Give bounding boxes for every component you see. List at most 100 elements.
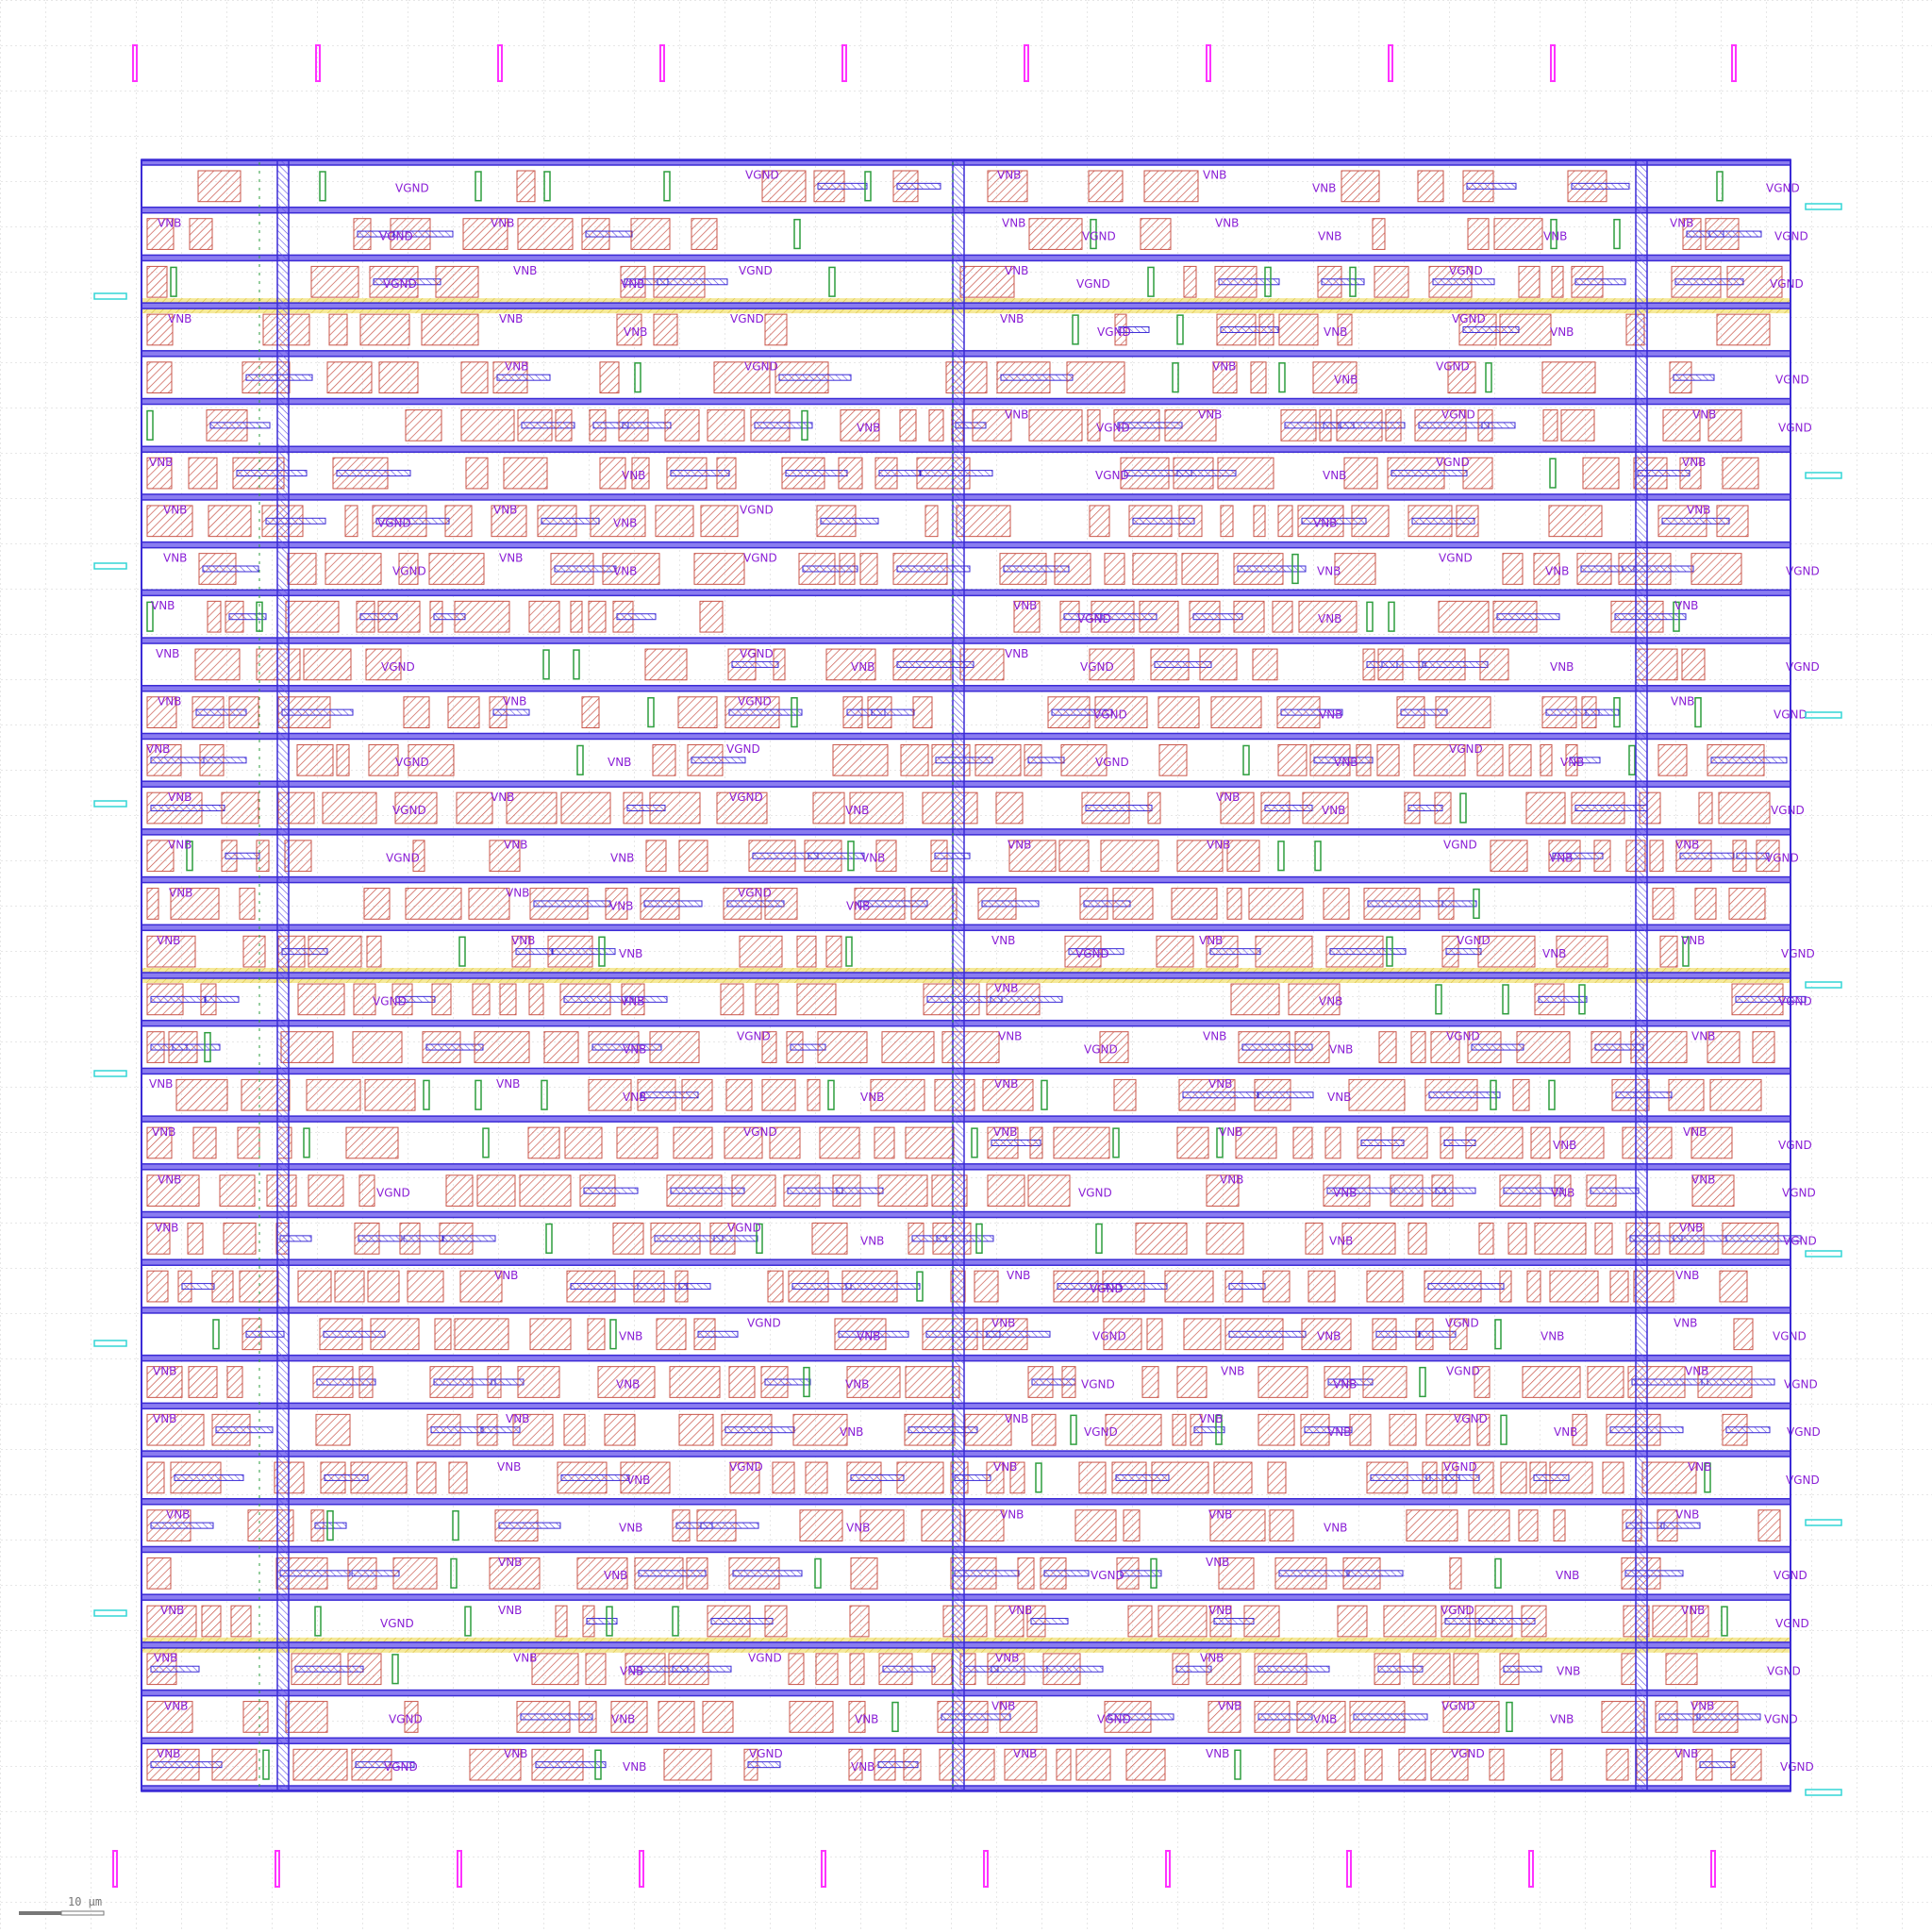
std-cell <box>175 1078 228 1111</box>
right-pin <box>1805 472 1842 479</box>
vnb-label: VNB <box>1691 1174 1715 1187</box>
std-cell <box>1652 888 1674 920</box>
std-cell <box>663 1748 712 1781</box>
std-cell <box>1372 218 1386 250</box>
std-cell <box>1008 840 1057 873</box>
vgnd-label: VGND <box>1451 1747 1485 1760</box>
std-cell <box>1473 1461 1494 1494</box>
well-tap <box>663 171 671 202</box>
vnb-label: VNB <box>1007 1269 1030 1282</box>
well-tap <box>391 1654 399 1685</box>
vnb-label: VNB <box>151 599 175 612</box>
well-tap <box>847 841 855 872</box>
std-cell <box>840 409 880 441</box>
metal-route <box>936 1235 994 1242</box>
std-cell <box>460 409 515 441</box>
std-cell <box>602 553 660 585</box>
std-cell <box>146 1366 183 1398</box>
vnb-label: VNB <box>1317 1330 1341 1343</box>
std-cell <box>964 1413 1012 1446</box>
std-cell <box>352 1031 403 1063</box>
well-tap <box>803 1366 810 1398</box>
vnb-label: VNB <box>840 1425 863 1439</box>
vgnd-label: VGND <box>1443 839 1477 852</box>
std-cell <box>528 983 544 1016</box>
vnb-label: VNB <box>1198 408 1222 421</box>
std-cell <box>931 1653 953 1686</box>
std-cell <box>192 1126 217 1159</box>
std-cell <box>1518 1509 1539 1541</box>
std-cell <box>849 1653 865 1686</box>
top-pin <box>1206 44 1211 82</box>
std-cell <box>146 1174 200 1208</box>
horizontal-rail <box>141 397 1791 406</box>
vgnd-label: VGND <box>1096 421 1130 434</box>
metal-route <box>204 995 240 1003</box>
vgnd-label: VGND <box>1780 1760 1814 1774</box>
std-cell <box>1449 1557 1462 1590</box>
std-cell <box>1257 1366 1308 1398</box>
horizontal-rail <box>141 1019 1791 1027</box>
std-cell <box>527 1126 560 1159</box>
metal-route <box>215 1426 274 1434</box>
std-cell <box>516 170 536 203</box>
std-cell <box>1060 743 1108 776</box>
vnb-label: VNB <box>155 1221 178 1234</box>
std-cell <box>1302 791 1349 824</box>
std-cell <box>1183 1318 1222 1351</box>
vnb-label: VNB <box>498 1604 522 1617</box>
std-cell <box>1662 409 1701 441</box>
std-cell <box>1722 457 1759 490</box>
vnb-label: VNB <box>995 1652 1019 1665</box>
std-cell <box>1164 409 1217 441</box>
std-cell <box>1362 1366 1407 1398</box>
vnb-label: VNB <box>604 1569 627 1582</box>
well-tap <box>1150 1557 1158 1589</box>
vnb-label: VNB <box>857 1330 880 1343</box>
well-tap <box>756 1223 763 1254</box>
vnb-label: VNB <box>1327 1425 1351 1439</box>
std-cell <box>1462 457 1493 490</box>
vnb-label: VNB <box>168 839 192 852</box>
std-cell <box>219 1174 256 1208</box>
vnb-label: VNB <box>499 312 523 325</box>
std-cell <box>1572 1413 1588 1446</box>
metal-route <box>355 1761 415 1769</box>
well-tap <box>1264 266 1272 297</box>
top-pin <box>315 44 321 82</box>
std-cell <box>146 1413 205 1446</box>
std-cell <box>1199 648 1238 681</box>
std-cell <box>146 1701 193 1733</box>
well-tap <box>634 362 641 393</box>
std-cell <box>1559 1126 1605 1159</box>
metal-route <box>1432 278 1495 286</box>
well-tap <box>891 1701 899 1733</box>
std-cell <box>1665 1653 1698 1686</box>
std-cell <box>1499 1270 1512 1303</box>
well-tap <box>1035 1462 1042 1493</box>
horizontal-rail <box>141 1354 1791 1362</box>
metal-route <box>1367 900 1443 908</box>
vertical-strap <box>1635 159 1648 1791</box>
vnb-label: VNB <box>998 1029 1022 1042</box>
std-cell <box>1652 1605 1688 1638</box>
std-cell <box>1549 1461 1593 1494</box>
std-cell <box>1301 1318 1352 1351</box>
std-cell <box>146 840 175 873</box>
vnb-label: VNB <box>1005 1412 1028 1425</box>
std-cell <box>1378 1031 1397 1063</box>
std-cell <box>616 313 642 346</box>
metal-route <box>1422 660 1489 668</box>
vnb-label: VNB <box>1220 1174 1243 1187</box>
well-tap <box>1704 1462 1711 1493</box>
well-tap <box>1673 601 1680 632</box>
vgnd-label: VGND <box>381 660 415 674</box>
vgnd-label: VGND <box>376 1187 410 1200</box>
metal-route <box>150 757 205 764</box>
std-cell <box>1218 1557 1255 1590</box>
metal-route <box>430 1426 484 1434</box>
vgnd-label: VGND <box>395 182 429 195</box>
std-cell <box>529 1318 572 1351</box>
vnb-label: VNB <box>1319 995 1342 1008</box>
